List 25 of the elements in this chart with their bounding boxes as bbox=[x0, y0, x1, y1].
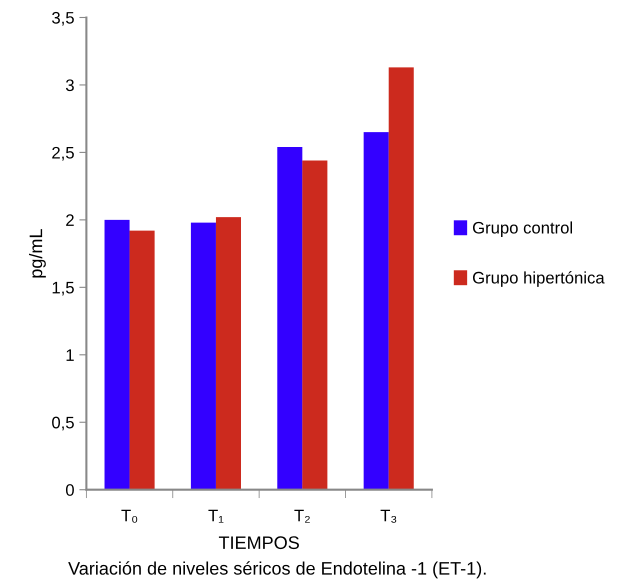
y-tick-label: 0 bbox=[66, 484, 74, 496]
y-tick-label: 3,5 bbox=[52, 12, 74, 26]
y-tick-label: 1 bbox=[66, 349, 74, 361]
y-axis-title: pg/mL bbox=[29, 229, 46, 278]
y-tick-label: 0,5 bbox=[52, 416, 74, 430]
x-tick-label: T₀ bbox=[121, 510, 138, 523]
x-axis-title: TIEMPOS bbox=[218, 536, 299, 550]
x-tick-label: T₃ bbox=[380, 510, 396, 523]
y-tick-label: 1,5 bbox=[52, 282, 74, 296]
bar bbox=[190, 222, 216, 490]
y-tick-label: 2,5 bbox=[52, 146, 74, 161]
bar bbox=[388, 67, 414, 490]
bar bbox=[130, 230, 155, 490]
legend-label: Grupo control bbox=[472, 221, 572, 237]
text: Variación de niveles séricos de Endotelina -1 (ET-1). bbox=[68, 561, 486, 578]
bar bbox=[277, 147, 302, 490]
x-tick-label: T₁ bbox=[208, 510, 224, 523]
y-tick-label: 3 bbox=[66, 79, 74, 92]
bar bbox=[104, 220, 130, 490]
y-tick-label: 2 bbox=[66, 214, 74, 226]
bar bbox=[302, 160, 328, 490]
legend-label: Grupo hipertónica bbox=[472, 271, 605, 287]
bar bbox=[364, 132, 389, 490]
bar bbox=[216, 217, 241, 490]
x-tick-label: T₂ bbox=[294, 510, 310, 523]
